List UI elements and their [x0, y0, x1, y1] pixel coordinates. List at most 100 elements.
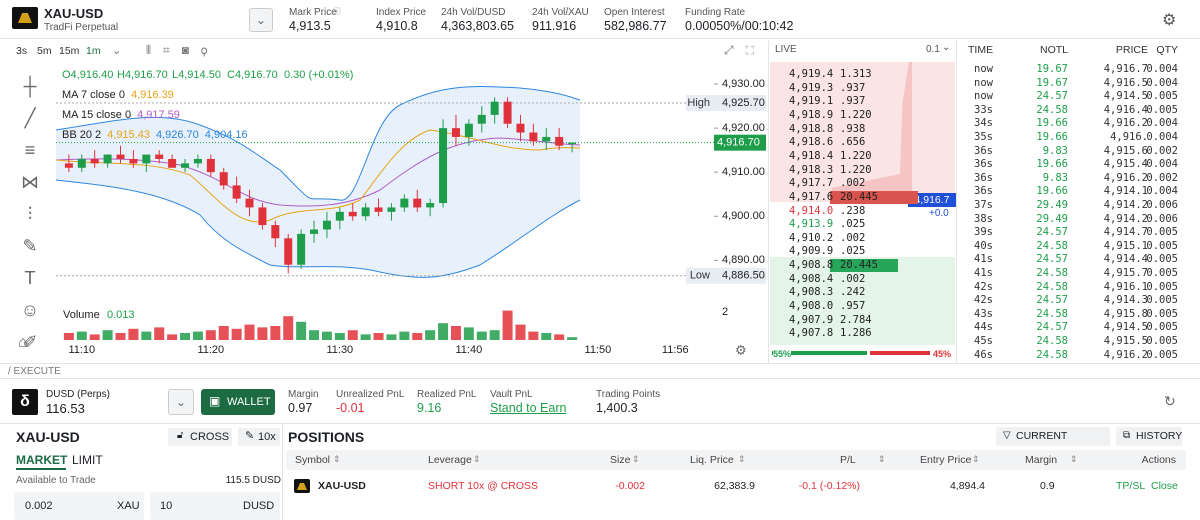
x-tick-label: 11:56	[662, 344, 689, 356]
margin-mode[interactable]: CROSS	[168, 428, 232, 446]
trade-cell: 4,916.2	[1103, 117, 1148, 130]
orderbook-size: 2.784	[840, 313, 872, 326]
trade-cell: 34s	[974, 117, 993, 130]
trades-header: TIME	[968, 44, 994, 56]
filter-history[interactable]: HISTORY	[1116, 427, 1182, 446]
trade-cell: 43s	[974, 307, 993, 320]
orderbook-price: 4,909.9	[789, 245, 834, 258]
position-cell: 4,894.4	[949, 480, 985, 492]
orderbook-step[interactable]: 0.1	[926, 44, 940, 55]
trade-cell: 4,916.1	[1103, 280, 1148, 293]
metric-label: Vault PnL	[490, 389, 533, 400]
metric-label: Realized PnL	[417, 389, 477, 400]
column-header: P/L	[840, 454, 856, 466]
volume-bar	[244, 324, 255, 340]
orderbook-title: LIVE	[775, 44, 797, 55]
candle-body	[361, 207, 370, 217]
leverage[interactable]: 10x	[238, 428, 280, 446]
indicator-value: 4,926.70	[155, 129, 199, 141]
candle-body	[206, 158, 215, 173]
orderbook-size: .937	[840, 81, 866, 94]
interval[interactable]: 15m	[59, 45, 80, 57]
position-cell: SHORT 10x @ CROSS	[428, 480, 539, 492]
metric-value: -0.01	[336, 401, 365, 415]
chart-tools[interactable]: ⫴⌗◙⚲	[146, 43, 220, 57]
trade-cell: 42s	[974, 280, 993, 293]
trade-cell: 4,916.	[1110, 131, 1148, 143]
sell-share: 45%	[933, 349, 952, 359]
available-value: 115.5 DUSD	[225, 475, 281, 486]
candle-body	[219, 172, 228, 186]
orderbook-price: 4,918.3	[789, 163, 834, 176]
refresh-icon[interactable]: ↻	[1164, 393, 1176, 409]
trade-cell: 0.005	[1146, 253, 1178, 266]
notional-input[interactable]	[150, 492, 280, 520]
orderbook-size: .025	[840, 218, 866, 231]
logo-mark	[18, 13, 32, 23]
indicator-value: 4,915.43	[107, 129, 150, 141]
size-input[interactable]	[14, 492, 144, 520]
orderbook-size: .938	[840, 122, 866, 135]
marker-label: Low	[690, 270, 710, 282]
info-icon: ⓘ	[333, 7, 341, 16]
interval[interactable]: 1m	[86, 45, 101, 57]
orderbook-size: 20.445	[840, 190, 878, 203]
sell-share-bar	[870, 351, 930, 355]
trade-cell: 0.004	[1146, 76, 1178, 89]
orderbook-price: 4,918.6	[789, 136, 834, 149]
notional-value: 10	[160, 500, 173, 512]
filter-current-symbol[interactable]: CURRENT SYMBOL	[996, 427, 1110, 461]
lock-icon[interactable]: ⌂	[18, 334, 28, 351]
legend-high: H4,916.70	[117, 69, 168, 81]
indicator-name: BB 20 2	[62, 129, 102, 141]
orderbook-price: 4,918.8	[789, 122, 834, 135]
candle-body	[374, 207, 383, 212]
volume-bar	[180, 333, 191, 340]
bollinger-lower	[55, 179, 581, 278]
ma15-line	[55, 137, 581, 207]
interval[interactable]: 5m	[37, 45, 52, 57]
orderbook-size: .025	[840, 245, 866, 258]
settings-icon[interactable]: ⚙	[1162, 12, 1177, 29]
position-cell[interactable]: Close	[1151, 480, 1178, 492]
volume-value: 0.013	[107, 309, 135, 321]
positions-header-bg	[286, 450, 1186, 470]
orderbook-price: 4,917.6	[789, 190, 834, 203]
position-cell: 62,383.9	[714, 480, 755, 492]
position-cell[interactable]: TP/SL	[1116, 480, 1146, 492]
ma7-line	[55, 129, 581, 223]
metric-value: 0.97	[288, 401, 313, 415]
order-tab-limit[interactable]: LIMIT	[72, 453, 103, 467]
marker-label: High	[687, 97, 710, 109]
step-dropdown[interactable]: ⌄	[942, 42, 951, 53]
volume-bar	[489, 330, 500, 340]
volume-bar	[231, 328, 242, 340]
account-dropdown[interactable]: ⌄	[168, 389, 194, 415]
volume-bar	[154, 327, 165, 340]
divider	[0, 378, 1200, 379]
trade-cell: 36s	[974, 185, 993, 198]
logo	[12, 7, 38, 29]
metric-value[interactable]: Stand to Earn	[490, 401, 567, 415]
symbol-dropdown[interactable]: ⌄	[249, 8, 273, 32]
trade-cell: 0.005	[1146, 307, 1178, 320]
y-tick-label: 4,910.00	[722, 166, 765, 178]
interval-dropdown[interactable]: ⌄	[112, 45, 122, 57]
chart-tools-right[interactable]: ⤢⛶	[724, 43, 767, 57]
interval[interactable]: 3s	[16, 45, 28, 57]
trade-cell: 0.005	[1146, 294, 1178, 307]
trades-header: NOTL	[1039, 44, 1068, 56]
volume-bar	[528, 331, 539, 340]
order-tab-market[interactable]: MARKET	[16, 453, 68, 467]
filter-icon: ▽	[1003, 430, 1011, 441]
candle-body	[348, 211, 357, 217]
orderbook-price: 4,910.2	[789, 231, 834, 244]
wallet-button[interactable]: WALLET	[201, 389, 275, 415]
orderbook-size: 20.445	[840, 259, 878, 272]
trade-cell: 4,914.5	[1103, 321, 1148, 334]
candle-body	[64, 163, 73, 168]
drawing-tools[interactable]: ┼ ╱ ≡ ⋈ ⫶ ✎ T ☺ ✐	[20, 76, 40, 352]
trade-cell: 24.58	[1036, 267, 1068, 279]
symbol: XAU-USD	[44, 6, 104, 21]
orderbook-price: 4,908.0	[789, 300, 834, 313]
